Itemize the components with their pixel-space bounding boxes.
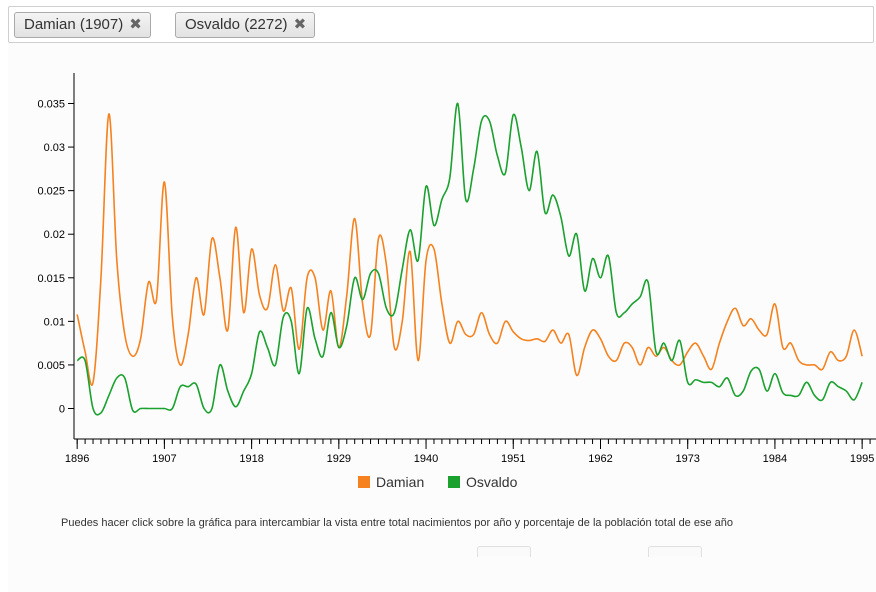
chart-help-note: Puedes hacer click sobre la gráfica para… [61, 517, 733, 529]
x-tick-label: 1896 [65, 453, 89, 465]
x-tick-label: 1995 [850, 453, 874, 465]
y-tick-label: 0.015 [37, 273, 65, 285]
chart-panel[interactable]: 0 0.005 0.01 0.015 0.02 0.025 0.03 0.035 1896 190… [8, 43, 876, 592]
legend-swatch-osvaldo [448, 476, 460, 488]
y-tick-label: 0.025 [37, 186, 65, 198]
y-tick-label: 0.02 [44, 229, 65, 241]
x-tick-label: 1907 [152, 453, 176, 465]
legend-label-osvaldo[interactable]: Osvaldo [466, 474, 518, 490]
y-tick-label: 0.03 [44, 142, 65, 154]
y-tick-label: 0.035 [37, 99, 65, 111]
x-tick-label: 1929 [327, 453, 351, 465]
x-tick-label: 1951 [501, 453, 525, 465]
footer-button[interactable] [648, 546, 702, 557]
close-icon[interactable]: ✖ [293, 16, 307, 33]
tag-label: Damian (1907) [24, 16, 124, 33]
x-tick-label: 1984 [763, 453, 787, 465]
tag-damian[interactable]: Damian (1907) ✖ [14, 12, 151, 38]
y-tick-label: 0.01 [44, 316, 65, 328]
tag-osvaldo[interactable]: Osvaldo (2272) ✖ [175, 12, 316, 38]
legend-swatch-damian [358, 476, 370, 488]
tag-label: Osvaldo (2272) [185, 16, 288, 33]
y-tick-label: 0.005 [37, 360, 65, 372]
x-tick-label: 1973 [675, 453, 699, 465]
legend-label-damian[interactable]: Damian [376, 474, 424, 490]
x-tick-label: 1918 [239, 453, 263, 465]
footer-button[interactable] [477, 546, 531, 557]
x-tick-label: 1940 [414, 453, 438, 465]
names-line-chart[interactable]: 0 0.005 0.01 0.015 0.02 0.025 0.03 0.035 1896 190… [8, 43, 876, 513]
y-tick-label: 0 [59, 404, 65, 416]
name-tag-bar[interactable]: Damian (1907) ✖ Osvaldo (2272) ✖ [8, 6, 874, 43]
close-icon[interactable]: ✖ [129, 16, 142, 33]
x-tick-label: 1962 [588, 453, 612, 465]
series-line-damian[interactable] [76, 113, 863, 386]
series-line-osvaldo[interactable] [76, 102, 863, 416]
